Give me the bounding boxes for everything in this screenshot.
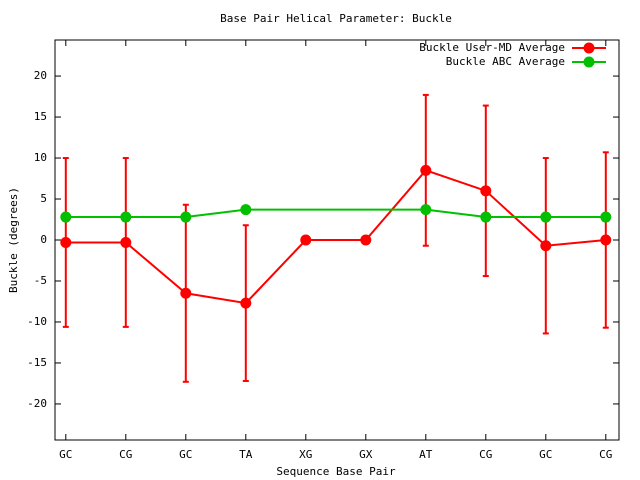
point bbox=[120, 211, 132, 223]
point bbox=[60, 211, 72, 223]
point bbox=[360, 234, 372, 246]
y-tick-label: -20 bbox=[27, 397, 47, 410]
point bbox=[60, 236, 72, 248]
point bbox=[480, 211, 492, 223]
point bbox=[120, 236, 132, 248]
x-tick-label: CG bbox=[119, 448, 132, 461]
series-line bbox=[65, 169, 606, 305]
chart-title: Base Pair Helical Parameter: Buckle bbox=[220, 12, 452, 25]
x-axis-label: Sequence Base Pair bbox=[276, 465, 396, 478]
x-tick-label: GX bbox=[359, 448, 373, 461]
x-tick-label: GC bbox=[539, 448, 552, 461]
y-tick-label: 15 bbox=[34, 110, 47, 123]
point bbox=[540, 211, 552, 223]
x-tick-label: GC bbox=[179, 448, 192, 461]
series-line bbox=[65, 208, 606, 219]
point bbox=[240, 204, 252, 216]
legend-marker bbox=[583, 56, 595, 68]
point bbox=[540, 240, 552, 252]
point bbox=[420, 204, 432, 216]
point bbox=[600, 211, 612, 223]
point bbox=[600, 234, 612, 246]
x-tick-label: CG bbox=[599, 448, 612, 461]
y-tick-label: -5 bbox=[34, 274, 47, 287]
point bbox=[420, 164, 432, 176]
x-tick-label: XG bbox=[299, 448, 312, 461]
x-tick-label: CG bbox=[479, 448, 492, 461]
y-axis-label: Buckle (degrees) bbox=[7, 187, 20, 293]
point bbox=[240, 297, 252, 309]
y-tick-label: 5 bbox=[40, 192, 47, 205]
legend-label: Buckle User-MD Average bbox=[419, 41, 565, 54]
point bbox=[480, 185, 492, 197]
y-tick-label: -10 bbox=[27, 315, 47, 328]
y-tick-label: 0 bbox=[40, 233, 47, 246]
point bbox=[180, 211, 192, 223]
x-tick-label: TA bbox=[239, 448, 253, 461]
x-tick-label: AT bbox=[419, 448, 433, 461]
legend-marker bbox=[583, 42, 595, 54]
y-tick-label: 20 bbox=[34, 69, 47, 82]
y-tick-label: -15 bbox=[27, 356, 47, 369]
x-tick-label: GC bbox=[59, 448, 72, 461]
point bbox=[180, 287, 192, 299]
legend-label: Buckle ABC Average bbox=[446, 55, 565, 68]
y-tick-label: 10 bbox=[34, 151, 47, 164]
point bbox=[300, 234, 312, 246]
